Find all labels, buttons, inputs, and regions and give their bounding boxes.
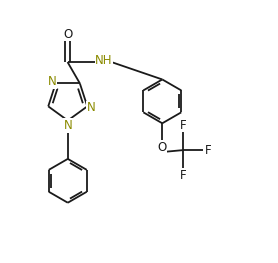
Text: N: N — [48, 75, 56, 88]
Text: N: N — [86, 102, 95, 114]
Text: N: N — [63, 119, 72, 132]
Text: O: O — [158, 141, 167, 154]
Text: O: O — [63, 28, 72, 41]
Text: F: F — [180, 119, 187, 132]
Text: F: F — [180, 169, 186, 181]
Text: F: F — [205, 144, 212, 157]
Text: NH: NH — [95, 54, 113, 67]
